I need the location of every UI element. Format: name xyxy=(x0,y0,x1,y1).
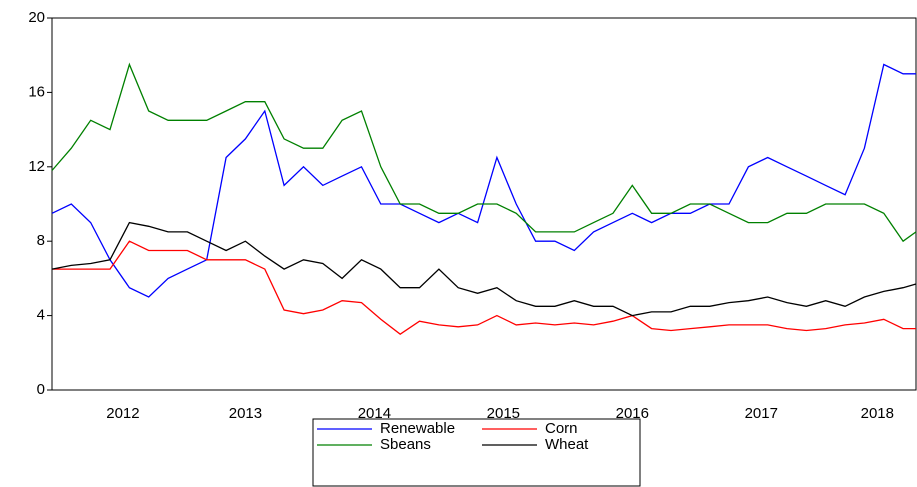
y-tick-label: 20 xyxy=(28,9,45,26)
legend-label: Sbeans xyxy=(380,436,431,453)
x-tick-label: 2017 xyxy=(745,405,778,422)
x-tick-label: 2014 xyxy=(358,405,391,422)
y-tick-label: 16 xyxy=(28,83,45,100)
legend-label: Wheat xyxy=(545,436,589,453)
legend-label: Renewable xyxy=(380,420,455,437)
series-line xyxy=(52,240,916,336)
y-tick-label: 12 xyxy=(28,158,45,175)
x-tick-label: 2015 xyxy=(487,405,520,422)
series-line xyxy=(51,63,916,298)
series-line xyxy=(51,62,917,243)
legend-box xyxy=(312,418,641,487)
x-tick-label: 2018 xyxy=(861,405,894,422)
legend-label: Corn xyxy=(545,420,578,437)
series-line xyxy=(51,221,917,317)
y-tick-label: 8 xyxy=(37,232,45,249)
x-tick-label: 2012 xyxy=(106,405,139,422)
y-tick-label: 0 xyxy=(37,381,45,398)
x-tick-label: 2016 xyxy=(616,405,649,422)
x-tick-label: 2013 xyxy=(229,405,262,422)
y-tick-label: 4 xyxy=(37,307,45,324)
plot-frame xyxy=(51,17,917,391)
